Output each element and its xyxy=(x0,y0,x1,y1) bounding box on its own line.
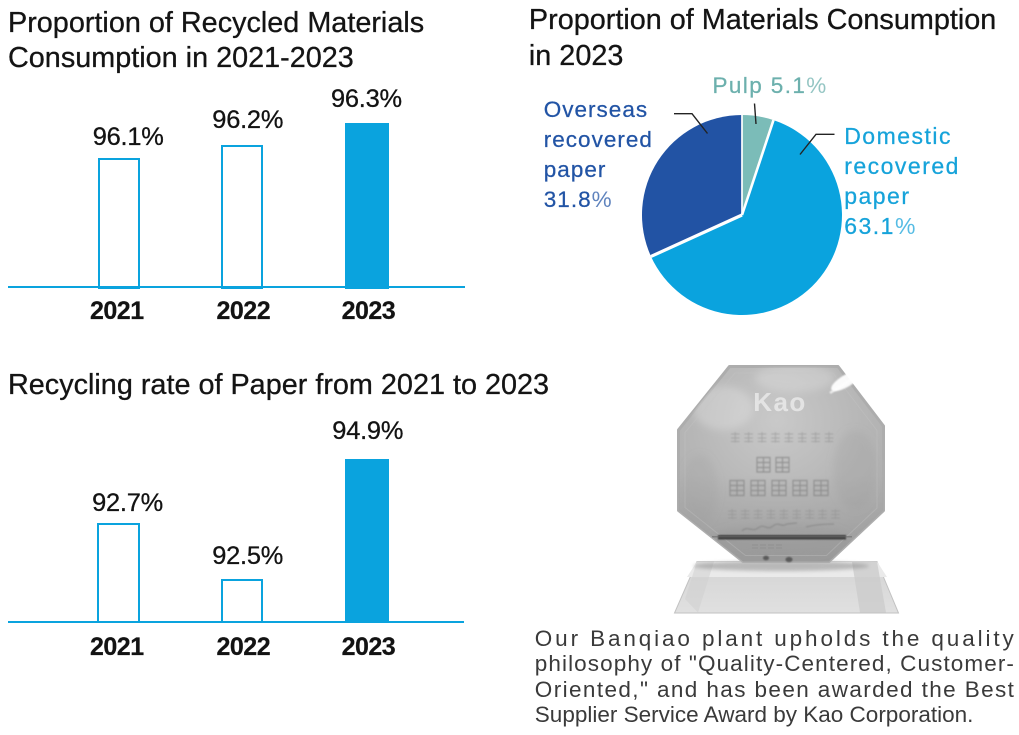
svg-text:Kao: Kao xyxy=(753,387,807,417)
